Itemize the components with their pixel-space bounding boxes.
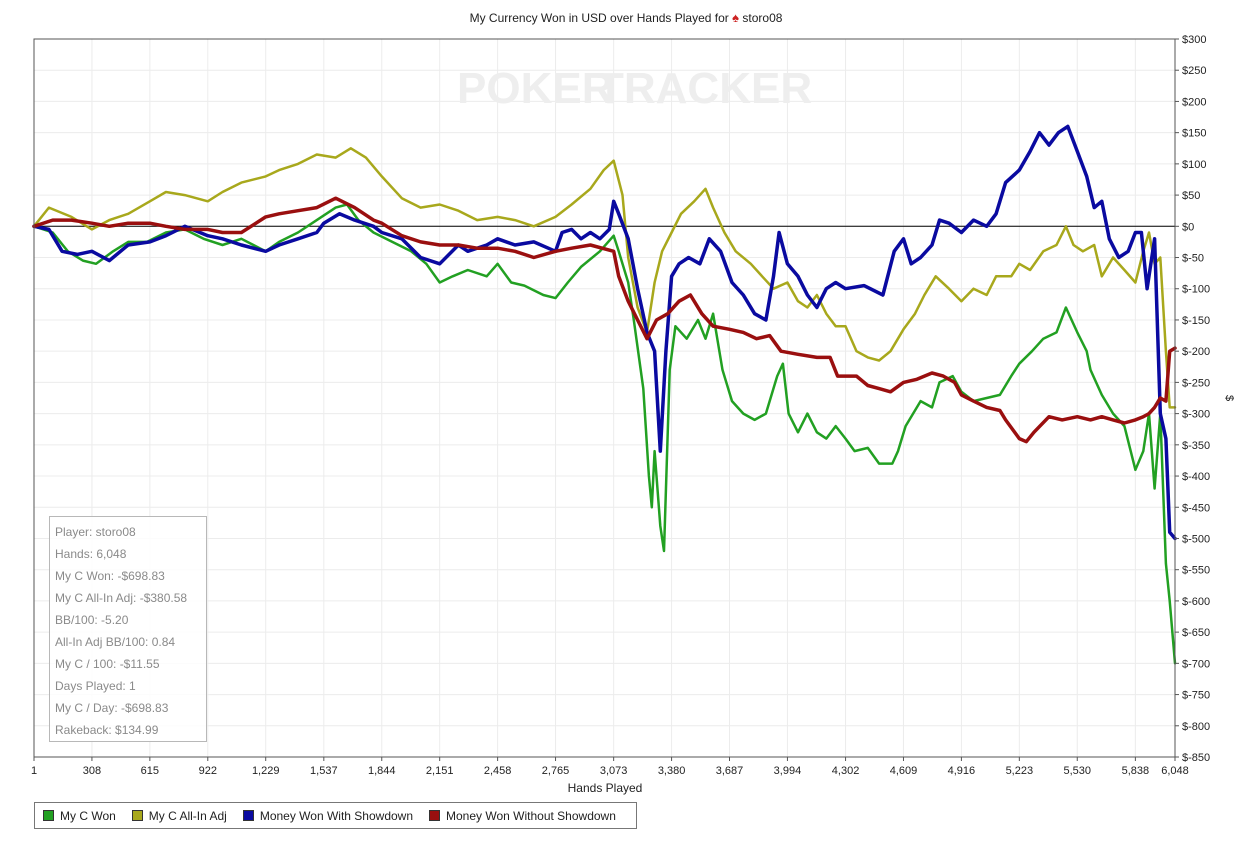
stats-box: Player: storo08 Hands: 6,048 My C Won: -$6… [49,516,207,742]
x-tick-label: 1,537 [310,765,338,777]
y-tick-label: $-750 [1182,690,1210,702]
chart-title-prefix: My Currency Won in USD over Hands Played… [469,11,729,25]
y-tick-label: $-200 [1182,346,1210,358]
legend-swatch [43,810,54,821]
y-axis-label: $ [1223,395,1235,401]
x-tick-label: 4,609 [890,765,918,777]
y-tick-label: $0 [1182,221,1194,233]
legend-item: My C Won [43,809,116,823]
y-tick-label: $-300 [1182,409,1210,421]
stats-line: My C All-In Adj: -$380.58 [55,591,188,605]
watermark-left-text: POKER [457,64,613,113]
stats-line: My C / Day: -$698.83 [55,701,169,715]
stats-line: Days Played: 1 [55,679,136,693]
y-tick-label: $200 [1182,96,1206,108]
legend-swatch [131,810,143,821]
y-tick-label: $-400 [1182,471,1210,483]
y-tick-label: $50 [1182,190,1200,202]
series-line-money-won-without-showdown [32,196,1177,444]
stats-line: My C Won: -$698.83 [55,569,165,583]
y-tick-label: $-600 [1182,596,1210,608]
y-tick-label: $-250 [1182,377,1210,389]
x-axis-label: Hands Played [568,781,643,795]
axes [33,38,1179,761]
x-tick-label: 2,151 [426,765,454,777]
plot-frame [33,38,1176,758]
y-tick-labels: $300 $250 $200 $150 $100 $50 $0 $-50 $-100 $-150 $… [1182,34,1210,764]
x-tick-labels: 1 308 615 922 1,229 1,537 1,844 2,151 2,458 2,765… [31,765,1189,777]
x-tick-label: 3,380 [658,765,686,777]
grid [33,38,1176,758]
x-tick-label: 2,765 [542,765,570,777]
y-tick-label: $-700 [1182,658,1210,670]
legend-item: Money Won Without Showdown [429,809,616,823]
watermark-right-text: TRACKER [597,64,812,113]
legend-label: My C Won [60,808,116,823]
chart-title-player: storo08 [742,11,783,25]
y-tick-label: $-50 [1182,253,1204,265]
legend-label: Money Won Without Showdown [446,808,616,823]
x-tick-label: 6,048 [1161,765,1189,777]
stats-line: Rakeback: $134.99 [55,723,159,737]
y-tick-label: $-150 [1182,315,1210,327]
x-tick-label: 5,530 [1063,765,1091,777]
x-tick-label: 2,458 [484,765,512,777]
legend-label: My C All-In Adj [148,808,227,823]
chart-legend: My C Won My C All-In Adj Money Won With Sh… [34,802,637,829]
x-tick-label: 5,223 [1006,765,1034,777]
y-tick-label: $100 [1182,159,1206,171]
legend-item: Money Won With Showdown [242,808,414,823]
y-tick-label: $250 [1182,65,1206,77]
x-tick-label: 1,844 [368,765,396,777]
x-tick-label: 3,994 [774,765,802,777]
x-tick-label: 308 [83,765,101,777]
y-tick-label: $-350 [1182,440,1210,452]
x-tick-label: 922 [199,765,217,777]
x-tick-label: 4,916 [948,765,976,777]
legend-swatch [242,810,254,821]
x-tick-label: 3,687 [716,765,744,777]
y-tick-label: $-450 [1182,502,1210,514]
stats-line: My C / 100: -$11.55 [55,657,160,671]
legend-swatch [429,810,441,821]
series-lines [32,124,1177,665]
legend-item: My C All-In Adj [131,808,227,823]
x-tick-label: 615 [141,765,159,777]
pokertracker-watermark: POKER TRACKER [457,64,812,113]
stats-line: Player: storo08 [55,525,136,539]
y-tick-label: $300 [1182,34,1206,46]
spade-icon: ♠ [732,10,740,25]
x-tick-label: 5,838 [1122,765,1150,777]
stats-line: Hands: 6,048 [55,547,127,561]
y-tick-label: $-100 [1182,284,1210,296]
x-tick-label: 1,229 [252,765,280,777]
y-tick-label: $-800 [1182,721,1210,733]
stats-line: All-In Adj BB/100: 0.84 [55,635,176,649]
series-line-my-c-won [32,203,1177,665]
chart-title: My Currency Won in USD over Hands Played… [0,10,1252,25]
x-tick-label: 4,302 [832,765,860,777]
stats-line: BB/100: -5.20 [55,613,129,627]
y-tick-label: $-850 [1182,752,1210,764]
legend-label: Money Won With Showdown [259,808,414,823]
y-tick-label: $150 [1182,128,1206,140]
x-tick-label: 1 [31,765,37,777]
y-tick-label: $-650 [1182,627,1210,639]
series-line-my-c-all-in-adj [32,147,1177,409]
x-tick-label: 3,073 [600,765,628,777]
series-line-money-won-with-showdown [32,124,1177,541]
y-tick-label: $-550 [1182,565,1210,577]
y-tick-label: $-500 [1182,533,1210,545]
